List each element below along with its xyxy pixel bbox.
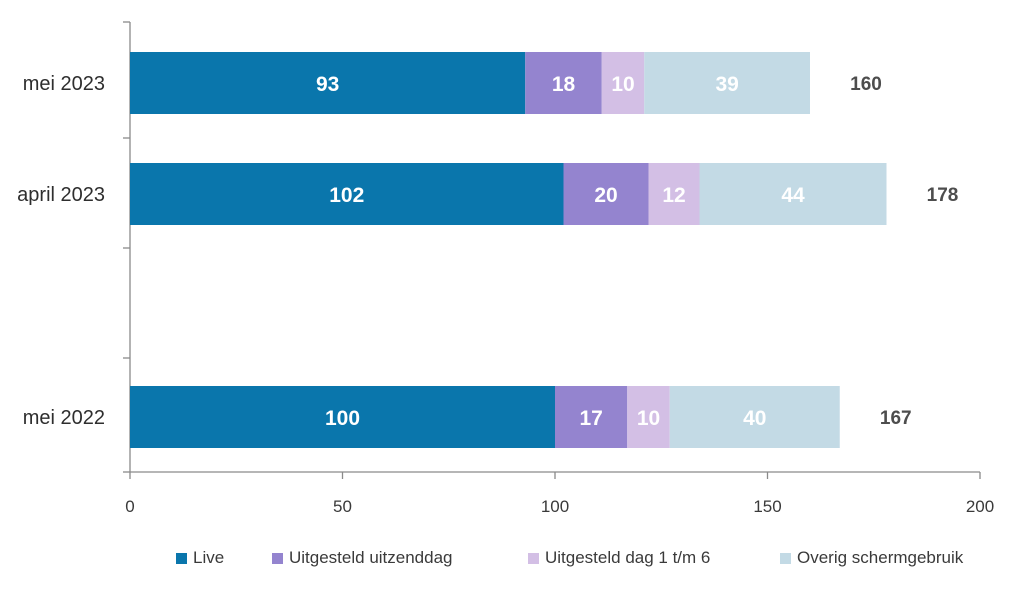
- bar-total-label: 178: [927, 185, 959, 206]
- bar-segment: [601, 52, 645, 114]
- legend-swatch: [780, 552, 791, 564]
- bar-total-label: 167: [880, 408, 912, 429]
- bar-value-label: 44: [781, 184, 805, 207]
- bar-segment: [563, 163, 649, 225]
- bar-value-label: 20: [594, 184, 617, 207]
- y-category-label: mei 2023: [23, 73, 105, 95]
- bar-value-label: 100: [325, 407, 360, 430]
- y-category-label: mei 2022: [23, 407, 105, 429]
- legend-item: Uitgesteld dag 1 t/m 6: [528, 548, 710, 568]
- bar-segment: [130, 163, 564, 225]
- x-tick-label: 50: [333, 497, 352, 516]
- legend-swatch: [272, 552, 283, 564]
- bar-value-label: 17: [579, 407, 602, 430]
- legend-swatch: [528, 552, 539, 564]
- chart-legend: Live Uitgesteld uitzenddag Uitgesteld dag …: [0, 548, 1024, 576]
- bar-segment: [525, 52, 602, 114]
- bar-segment: [648, 163, 700, 225]
- x-tick-label: 100: [541, 497, 569, 516]
- bar-value-label: 12: [662, 184, 685, 207]
- bar-segment: [644, 52, 810, 114]
- legend-item: Uitgesteld uitzenddag: [272, 548, 453, 568]
- bar-total-label: 160: [850, 74, 882, 95]
- bar-segment: [555, 386, 628, 448]
- bar-value-label: 10: [611, 73, 634, 96]
- bar-value-label: 18: [552, 73, 576, 96]
- legend-item: Overig schermgebruik: [780, 548, 963, 568]
- legend-label: Live: [193, 548, 225, 567]
- bar-segment: [699, 163, 887, 225]
- legend-item: Live: [176, 548, 224, 568]
- bar-value-label: 40: [743, 407, 766, 430]
- bar-value-label: 39: [715, 73, 738, 96]
- legend-label: Overig schermgebruik: [797, 548, 964, 567]
- bar-value-label: 102: [329, 184, 364, 207]
- legend-label: Uitgesteld uitzenddag: [289, 548, 453, 567]
- x-tick-label: 150: [753, 497, 781, 516]
- legend-swatch: [176, 552, 187, 564]
- bar-value-label: 10: [637, 407, 660, 430]
- bar-segment: [627, 386, 670, 448]
- legend-label: Uitgesteld dag 1 t/m 6: [545, 548, 711, 567]
- bar-segment: [130, 52, 526, 114]
- bar-segment: [669, 386, 840, 448]
- stacked-bar-chart: 0 50 100 150 200 mei 2023 93 18 10 39 160 april 202…: [17, 21, 994, 516]
- bar-segment: [130, 386, 555, 448]
- x-tick-label: 200: [966, 497, 994, 516]
- x-tick-label: 0: [125, 497, 134, 516]
- bar-value-label: 93: [316, 73, 339, 96]
- y-category-label: april 2023: [17, 184, 105, 206]
